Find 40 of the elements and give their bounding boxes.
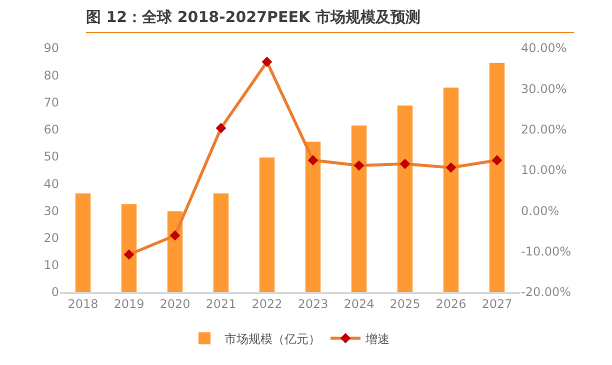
y-tick-label: 10 <box>44 258 59 272</box>
y2-tick-label: 10.00% <box>521 163 567 178</box>
y-tick-label: 0 <box>51 285 59 300</box>
x-tick-label: 2025 <box>390 297 420 312</box>
y2-tick-label: -20.00% <box>521 285 572 300</box>
x-tick-label: 2026 <box>436 297 466 312</box>
legend-label: 增速 <box>364 332 390 346</box>
y2-tick-label: 0.00% <box>521 204 560 218</box>
bar <box>213 193 229 292</box>
x-tick-label: 2023 <box>298 297 328 312</box>
bar <box>259 158 275 292</box>
y-tick-label: 40 <box>44 176 59 191</box>
x-tick-label: 2021 <box>206 297 236 312</box>
chart-title: 图 12：全球 2018-2027PEEK 市场规模及预测 <box>86 8 574 33</box>
bar <box>489 62 505 292</box>
x-tick-label: 2018 <box>68 297 98 312</box>
bar <box>75 193 91 292</box>
y2-tick-label: 20.00% <box>521 122 567 137</box>
bar <box>121 204 137 292</box>
x-tick-label: 2019 <box>114 297 144 312</box>
x-tick-label: 2022 <box>252 297 282 312</box>
bar <box>397 105 413 292</box>
y-tick-label: 80 <box>44 68 59 82</box>
y-tick-label: 20 <box>44 230 59 245</box>
bar <box>167 211 183 292</box>
legend-label: 市场规模（亿元） <box>224 332 320 346</box>
bar <box>351 126 367 292</box>
x-tick-label: 2020 <box>160 297 190 312</box>
y-tick-label: 70 <box>44 95 59 110</box>
y-tick-label: 60 <box>44 122 59 137</box>
y2-tick-label: 40.00% <box>521 41 567 56</box>
y-tick-label: 50 <box>44 150 59 164</box>
y2-tick-label: -10.00% <box>521 244 572 259</box>
y-tick-label: 90 <box>44 41 59 56</box>
y2-tick-label: 30.00% <box>521 82 567 96</box>
bar <box>443 88 459 292</box>
x-tick-label: 2024 <box>344 297 374 312</box>
y-tick-label: 30 <box>44 204 59 218</box>
x-tick-label: 2027 <box>482 297 512 312</box>
bar <box>305 142 321 292</box>
